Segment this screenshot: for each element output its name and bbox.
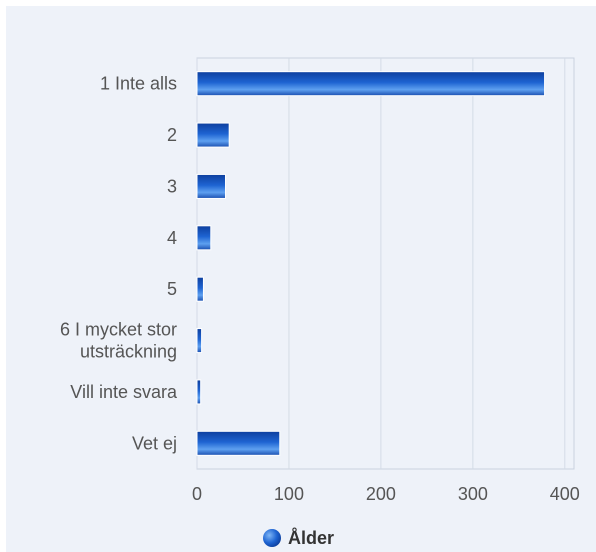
- category-label: 2: [167, 125, 177, 145]
- x-tick-label: 400: [550, 484, 580, 504]
- x-tick-label: 200: [366, 484, 396, 504]
- x-axis-tick-labels: 0 100 200 300 400: [192, 484, 580, 504]
- legend-marker: [263, 529, 281, 547]
- x-tick-label: 100: [274, 484, 304, 504]
- category-label: Vill inte svara: [70, 382, 178, 402]
- bar[interactable]: [196, 225, 212, 251]
- bar[interactable]: [196, 430, 281, 456]
- category-label: 3: [167, 176, 177, 196]
- x-tick-label: 0: [192, 484, 202, 504]
- category-label: 4: [167, 228, 177, 248]
- bars: [196, 71, 546, 456]
- bar[interactable]: [196, 328, 203, 354]
- legend-label: Ålder: [288, 528, 334, 548]
- bar[interactable]: [196, 122, 230, 148]
- bar[interactable]: [196, 276, 204, 302]
- bar-chart: 1 Inte alls 2 3 4 5 6 I mycket storutsträckni…: [60, 57, 580, 548]
- bar[interactable]: [196, 71, 546, 97]
- category-label: 6 I mycket stor: [60, 320, 177, 340]
- bar[interactable]: [196, 379, 202, 405]
- legend[interactable]: Ålder: [263, 528, 334, 548]
- bar[interactable]: [196, 173, 227, 199]
- category-label: 1 Inte alls: [100, 74, 177, 94]
- category-label: 5: [167, 279, 177, 299]
- plot-area: [196, 57, 575, 470]
- category-label: Vet ej: [132, 433, 177, 453]
- x-tick-label: 300: [458, 484, 488, 504]
- category-label: utsträckning: [80, 342, 177, 362]
- category-labels: 1 Inte alls 2 3 4 5 6 I mycket storutsträckni…: [60, 74, 178, 454]
- chart-card: 1 Inte alls 2 3 4 5 6 I mycket stor utsträckni…: [6, 6, 596, 552]
